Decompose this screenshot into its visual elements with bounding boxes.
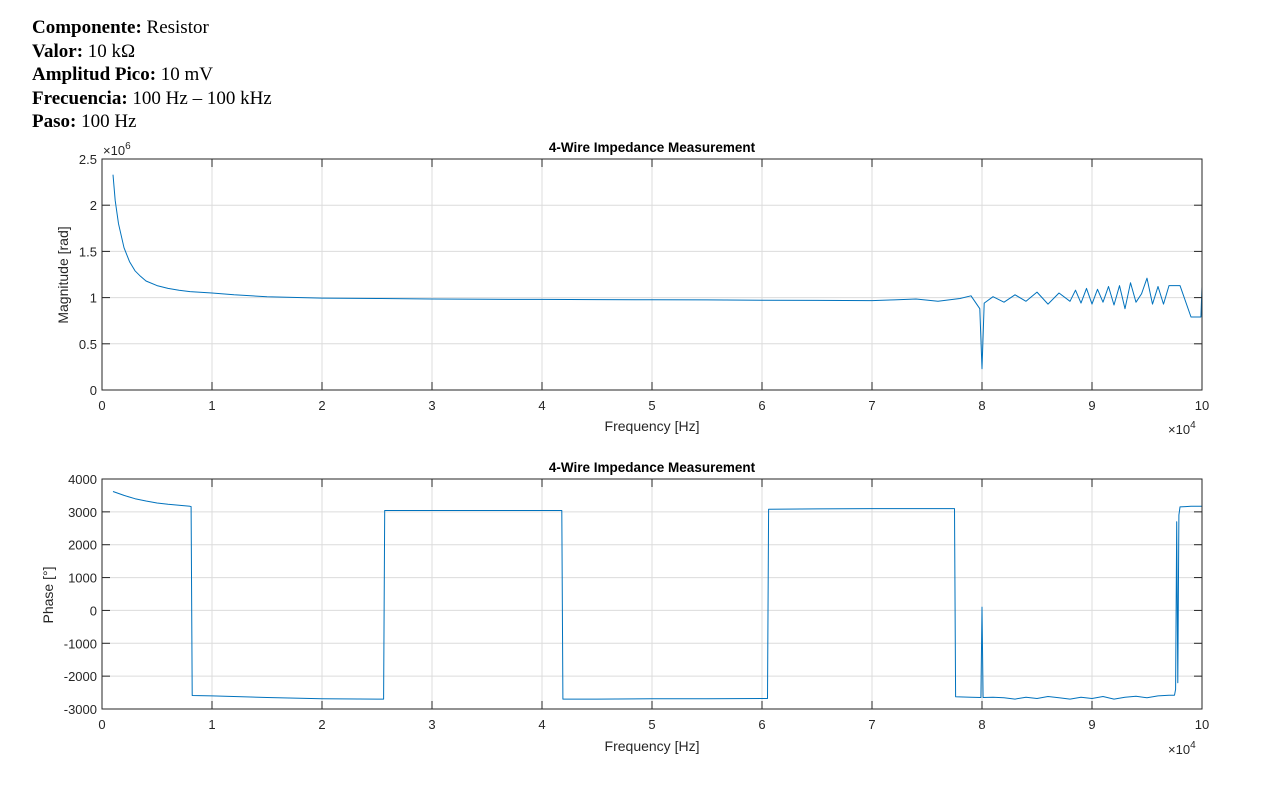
phase-x-tick-label: 10 bbox=[1195, 717, 1209, 732]
magnitude-y-tick-label: 0 bbox=[90, 383, 97, 398]
magnitude-y-tick-label: 2 bbox=[90, 198, 97, 213]
phase-x-tick-label: 8 bbox=[978, 717, 985, 732]
magnitude-x-tick-label: 3 bbox=[428, 398, 435, 413]
phase-x-tick-label: 6 bbox=[758, 717, 765, 732]
info-label: Paso: bbox=[32, 111, 77, 133]
magnitude-y-tick-label: 1.5 bbox=[79, 244, 97, 259]
magnitude-x-tick-label: 6 bbox=[758, 398, 765, 413]
info-value: 10 mV bbox=[160, 64, 214, 86]
magnitude-series-line bbox=[112, 174, 1203, 370]
magnitude-x-tick-label: 9 bbox=[1088, 398, 1095, 413]
info-value: Resistor bbox=[146, 17, 209, 38]
magnitude-x-tick-label: 10 bbox=[1195, 398, 1209, 413]
phase-y-tick-label: 3000 bbox=[68, 505, 97, 520]
info-label: Componente: bbox=[32, 17, 142, 38]
phase-y-tick-label: -2000 bbox=[64, 669, 97, 684]
magnitude-y-exponent: ×106 bbox=[103, 141, 131, 158]
magnitude-x-tick-label: 4 bbox=[538, 398, 545, 413]
phase-x-tick-label: 7 bbox=[868, 717, 875, 732]
magnitude-y-tick-label: 0.5 bbox=[79, 337, 97, 352]
magnitude-x-axis-label: Frequency [Hz] bbox=[605, 418, 700, 434]
info-label: Valor: bbox=[32, 40, 84, 62]
info-label: Frecuencia: bbox=[32, 87, 128, 109]
phase-x-exponent: ×104 bbox=[1168, 740, 1196, 757]
magnitude-y-axis-label: Magnitude [rad] bbox=[55, 226, 71, 323]
phase-y-tick-label: 1000 bbox=[68, 571, 97, 586]
phase-y-tick-label: -3000 bbox=[64, 702, 97, 717]
magnitude-plot-title: 4-Wire Impedance Measurement bbox=[549, 140, 756, 155]
phase-x-tick-label: 0 bbox=[98, 717, 105, 732]
phase-x-tick-label: 5 bbox=[648, 717, 655, 732]
info-amplitude: Amplitud Pico: 10 mV bbox=[32, 63, 272, 87]
phase-plot: 4-Wire Impedance Measurement Frequency [… bbox=[40, 460, 1209, 757]
phase-y-axis-label: Phase [°] bbox=[40, 567, 56, 624]
magnitude-x-tick-label: 1 bbox=[208, 398, 215, 413]
phase-x-tick-label: 2 bbox=[318, 717, 325, 732]
magnitude-x-tick-label: 2 bbox=[318, 398, 325, 413]
info-value-row: Valor: 10 kΩ bbox=[32, 40, 272, 64]
magnitude-x-tick-label: 7 bbox=[868, 398, 875, 413]
magnitude-y-tick-label: 2.5 bbox=[79, 152, 97, 167]
magnitude-x-exponent: ×104 bbox=[1168, 420, 1196, 437]
info-value: 100 Hz bbox=[81, 111, 137, 133]
phase-x-tick-label: 3 bbox=[428, 717, 435, 732]
phase-y-tick-label: 0 bbox=[90, 603, 97, 618]
info-step: Paso: 100 Hz bbox=[32, 110, 272, 134]
phase-x-axis-label: Frequency [Hz] bbox=[605, 738, 700, 754]
phase-x-tick-label: 4 bbox=[538, 717, 545, 732]
phase-y-tick-label: 2000 bbox=[68, 538, 97, 553]
phase-x-tick-label: 9 bbox=[1088, 717, 1095, 732]
magnitude-x-tick-label: 8 bbox=[978, 398, 985, 413]
info-value: 10 kΩ bbox=[87, 40, 136, 62]
magnitude-x-tick-label: 0 bbox=[98, 398, 105, 413]
phase-x-tick-label: 1 bbox=[208, 717, 215, 732]
info-frequency: Frecuencia: 100 Hz – 100 kHz bbox=[32, 87, 272, 111]
phase-y-tick-label: 4000 bbox=[68, 472, 97, 487]
phase-series-line bbox=[112, 491, 1202, 700]
phase-plot-title: 4-Wire Impedance Measurement bbox=[549, 460, 756, 475]
info-component: Componente: Resistor bbox=[32, 16, 272, 40]
phase-y-tick-label: -1000 bbox=[64, 636, 97, 651]
magnitude-plot: 4-Wire Impedance Measurement Frequency [… bbox=[55, 140, 1209, 437]
info-label: Amplitud Pico: bbox=[32, 64, 157, 86]
magnitude-y-tick-label: 1 bbox=[90, 291, 97, 306]
magnitude-x-tick-label: 5 bbox=[648, 398, 655, 413]
measurement-info: Componente: Resistor Valor: 10 kΩ Amplit… bbox=[32, 16, 272, 134]
info-value: 100 Hz – 100 kHz bbox=[132, 87, 272, 109]
